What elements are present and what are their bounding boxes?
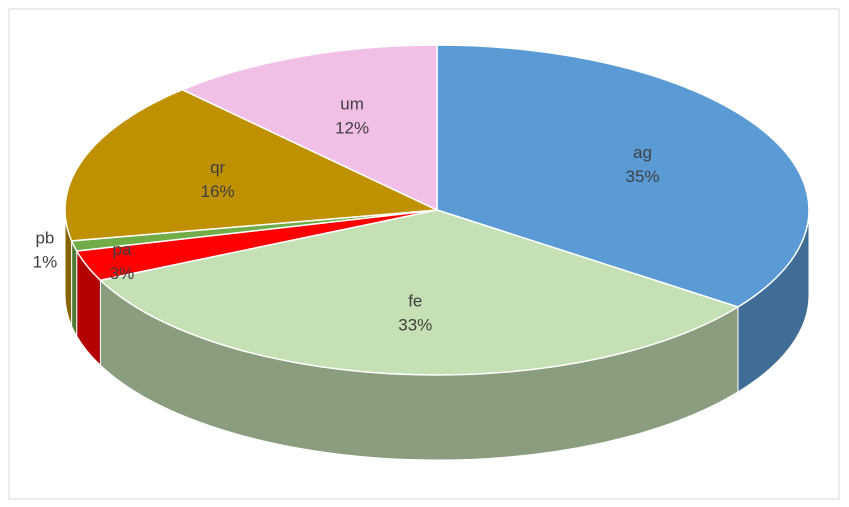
pie-slice [98,209,740,376]
slice-category-label: pb [35,228,54,247]
pie-slice [64,88,440,242]
chart-border [8,8,840,500]
slice-value-label: 33% [398,315,432,334]
slice-value-label: 3% [110,264,135,283]
pie-slice [436,44,810,308]
slice-category-label: qr [210,158,225,177]
slice-value-label: 12% [335,118,369,137]
slice-value-label: 16% [201,182,235,201]
slice-category-label: pa [113,240,132,259]
slice-category-label: ag [633,143,652,162]
pie-side [71,240,78,338]
slice-category-label: um [340,94,364,113]
pie-slice [180,44,438,212]
slice-value-label: 1% [33,252,58,271]
slice-category-label: fe [408,291,422,310]
slice-value-label: 35% [625,167,659,186]
